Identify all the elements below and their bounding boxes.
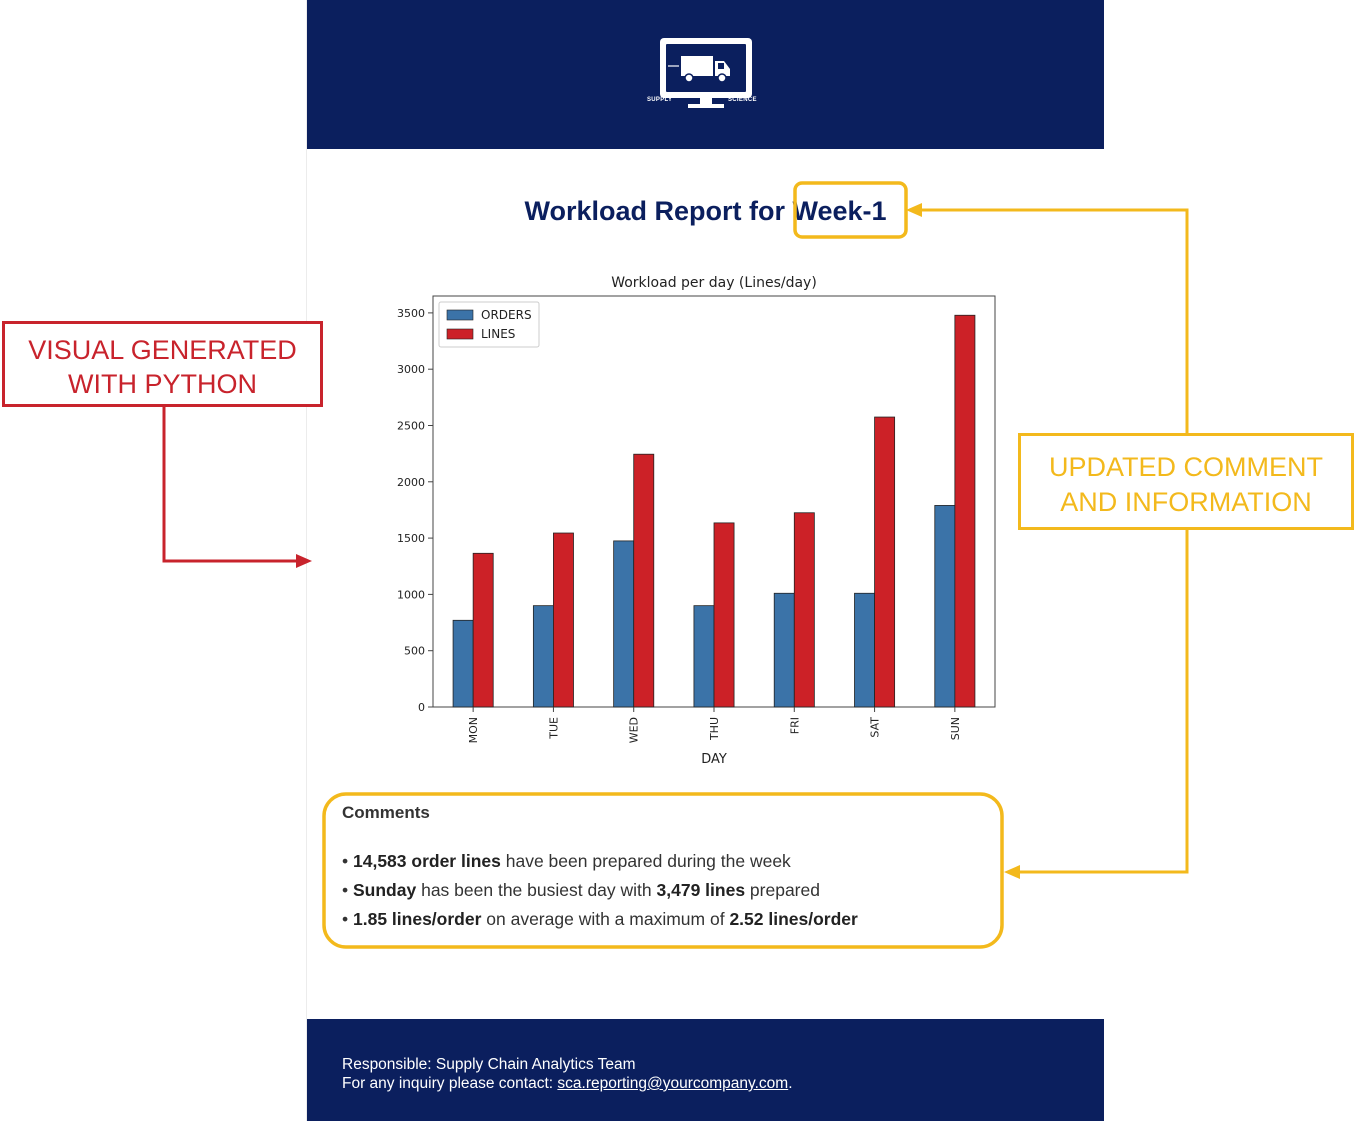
x-tick-label: SAT	[869, 717, 882, 738]
comment-bold: 1.85 lines/order	[353, 909, 482, 929]
bar-orders	[532, 605, 554, 708]
callout-line: WITH PYTHON	[68, 369, 257, 399]
footer-responsible: Responsible: Supply Chain Analytics Team	[342, 1056, 636, 1073]
python-visual-callout: VISUAL GENERATED WITH PYTHON	[2, 321, 323, 407]
report-title-week: Week-1	[792, 196, 887, 226]
report-page: SUPPLY SCIENCE Workload Report for Week-…	[307, 0, 1104, 1121]
comment-text: prepared	[745, 880, 820, 900]
y-tick-label: 2500	[397, 419, 425, 432]
bar-orders	[452, 619, 474, 708]
y-tick-label: 2000	[397, 476, 425, 489]
y-tick-label: 1000	[397, 588, 425, 601]
comment-bold: Sunday	[353, 880, 417, 900]
report-title: Workload Report for Week-1	[307, 196, 1104, 227]
y-tick-label: 3000	[397, 363, 425, 376]
callout-line: UPDATED COMMENT	[1049, 452, 1323, 482]
legend-label: LINES	[481, 327, 515, 341]
y-tick-label: 0	[418, 701, 425, 714]
footer-contact-suffix: .	[788, 1075, 793, 1092]
comment-bold: 2.52 lines/order	[729, 909, 858, 929]
y-tick-label: 1500	[397, 532, 425, 545]
truck-icon	[681, 56, 713, 76]
x-tick-label: THU	[708, 717, 721, 741]
bar-lines	[553, 532, 574, 708]
bar-orders	[693, 605, 715, 708]
comment-item: • 1.85 lines/order on average with a max…	[342, 909, 858, 929]
bar-orders	[613, 540, 635, 708]
legend-label: ORDERS	[481, 308, 532, 322]
report-title-prefix: Workload Report for	[524, 196, 793, 226]
comment-text: have been prepared during the week	[500, 851, 791, 871]
comment-item: • Sunday has been the busiest day with 3…	[342, 880, 820, 900]
report-header: SUPPLY SCIENCE	[307, 0, 1104, 149]
legend-swatch	[446, 328, 474, 340]
x-axis-label: DAY	[701, 752, 727, 767]
bar-lines	[472, 552, 494, 708]
x-tick-label: TUE	[547, 717, 560, 740]
x-tick-label: SUN	[949, 717, 962, 740]
bar-lines	[874, 416, 896, 708]
bar-lines	[633, 453, 655, 708]
logo-text-left: SUPPLY	[647, 97, 673, 103]
footer-contact: For any inquiry please contact: sca.repo…	[342, 1075, 793, 1093]
bar-orders	[854, 592, 875, 708]
workload-bar-chart: Workload per day (Lines/day) 0 500 1000 1500…	[397, 275, 996, 767]
callout-line: VISUAL GENERATED	[28, 335, 297, 365]
x-tick-label: FRI	[788, 717, 801, 734]
contact-email-link[interactable]: sca.reporting@yourcompany.com	[557, 1075, 789, 1092]
y-tick-label: 3500	[397, 307, 425, 320]
chart-title: Workload per day (Lines/day)	[611, 275, 817, 291]
bar-lines	[954, 314, 976, 708]
comment-text: on average with a maximum of	[481, 909, 730, 929]
x-tick-label: MON	[467, 717, 480, 743]
callout-line: AND INFORMATION	[1060, 487, 1312, 517]
logo-text-right: SCIENCE	[728, 97, 757, 103]
report-footer: Responsible: Supply Chain Analytics Team…	[307, 1019, 1104, 1121]
red-connector-line	[162, 407, 300, 563]
updated-info-callout: UPDATED COMMENT AND INFORMATION	[1018, 433, 1354, 530]
supply-science-logo	[660, 38, 752, 108]
comment-bold: 3,479 lines	[656, 880, 746, 900]
comment-text: has been the busiest day with	[416, 880, 657, 900]
bar-orders	[934, 505, 956, 708]
footer-contact-prefix: For any inquiry please contact:	[342, 1075, 558, 1092]
comment-bold: 14,583 order lines	[353, 851, 501, 871]
x-tick-label: WED	[628, 717, 641, 743]
comment-item: • 14,583 order lines have been prepared …	[342, 851, 791, 871]
comments-heading: Comments	[342, 803, 430, 822]
bar-lines	[793, 512, 815, 708]
bar-lines	[713, 522, 735, 708]
bar-orders	[773, 592, 795, 708]
legend-swatch	[446, 309, 474, 321]
y-tick-label: 500	[404, 645, 425, 658]
